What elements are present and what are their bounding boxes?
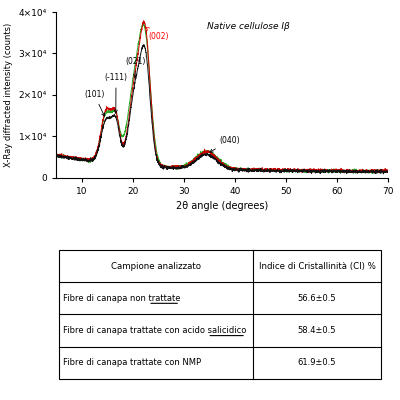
- Text: 56.6±0.5: 56.6±0.5: [298, 294, 336, 303]
- Text: (002): (002): [146, 27, 168, 41]
- Text: Fibre di canapa trattate con acido salicidico: Fibre di canapa trattate con acido salic…: [63, 326, 246, 335]
- Y-axis label: X-Ray diffracted intensity (counts): X-Ray diffracted intensity (counts): [4, 23, 13, 167]
- Text: Native cellulose Iβ: Native cellulose Iβ: [207, 22, 290, 31]
- Text: (021): (021): [125, 57, 145, 77]
- Text: Campione analizzato: Campione analizzato: [111, 262, 201, 270]
- Text: 61.9±0.5: 61.9±0.5: [298, 358, 336, 367]
- X-axis label: 2θ angle (degrees): 2θ angle (degrees): [176, 202, 268, 212]
- Text: Fibre di canapa trattate con NMP: Fibre di canapa trattate con NMP: [63, 358, 201, 367]
- Text: (040): (040): [210, 136, 240, 152]
- Text: 58.4±0.5: 58.4±0.5: [298, 326, 336, 335]
- Text: (-111): (-111): [104, 74, 128, 113]
- Text: Fibre di canapa non trattate: Fibre di canapa non trattate: [63, 294, 180, 303]
- Text: (101): (101): [84, 90, 104, 116]
- Text: Indice di Cristallinità (CI) %: Indice di Cristallinità (CI) %: [258, 262, 375, 270]
